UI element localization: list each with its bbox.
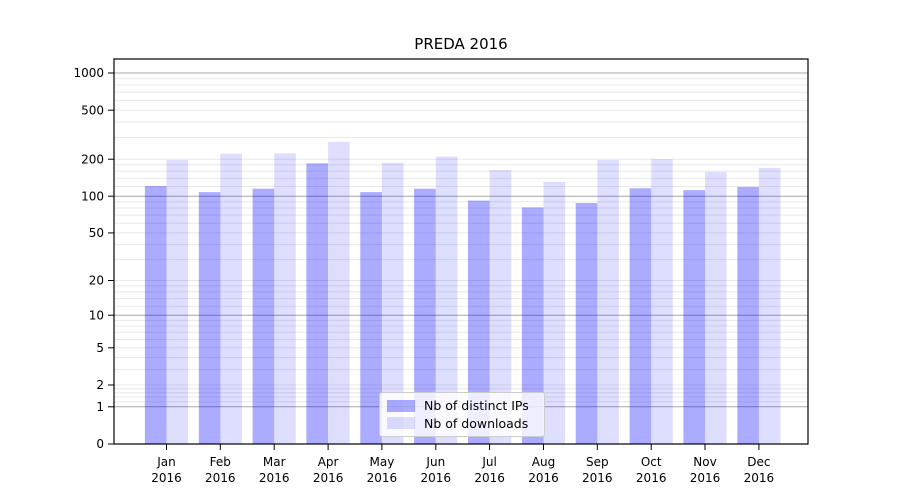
y-tick-label: 10 (89, 308, 104, 322)
plot-border (113, 58, 809, 445)
x-tick-label-year: 2016 (690, 471, 721, 485)
y-tick-label: 200 (81, 152, 104, 166)
y-tick-label: 1000 (73, 66, 104, 80)
bar-distinct-ips-apr (306, 163, 328, 444)
bar-downloads-oct (651, 159, 673, 444)
bar-downloads-sep (597, 160, 619, 444)
x-tick-label-year: 2016 (151, 471, 182, 485)
legend-row-distinct-ips: Nb of distinct IPs (387, 398, 538, 413)
bar-distinct-ips-jun (414, 188, 436, 444)
x-tick-label-year: 2016 (421, 471, 452, 485)
x-tick-label-year: 2016 (313, 471, 344, 485)
x-tick-label-month: Aug (532, 455, 555, 469)
bar-distinct-ips-jan (144, 186, 167, 444)
bar-downloads-aug (543, 181, 566, 445)
x-tick-label-month: Jun (425, 455, 445, 469)
y-tick-label: 1 (96, 400, 104, 414)
bar-downloads-apr (328, 141, 350, 445)
x-tick-label-year: 2016 (636, 471, 667, 485)
x-tick-label-month: Nov (693, 455, 716, 469)
bar-downloads-feb (220, 153, 242, 444)
x-tick-label-year: 2016 (367, 471, 398, 485)
chart-title: PREDA 2016 (414, 35, 508, 53)
bar-distinct-ips-dec (737, 186, 759, 444)
legend-row-downloads: Nb of downloads (387, 416, 538, 431)
x-tick-label-month: Feb (210, 455, 231, 469)
bar-distinct-ips-jul (468, 200, 490, 444)
x-tick-label-month: Mar (263, 455, 286, 469)
bar-downloads-jan (166, 160, 189, 444)
bar-distinct-ips-feb (198, 192, 221, 444)
y-tick-label: 0 (96, 437, 104, 451)
bar-downloads-may (381, 162, 404, 445)
bar-distinct-ips-sep (575, 203, 598, 444)
legend-label-distinct-ips: Nb of distinct IPs (424, 398, 529, 414)
y-tick-label: 2 (96, 378, 104, 392)
bar-downloads-dec (758, 167, 781, 444)
bar-distinct-ips-oct (629, 188, 652, 444)
bar-distinct-ips-aug (521, 207, 544, 444)
y-tick-label: 5 (96, 341, 104, 355)
bar-downloads-mar (274, 153, 296, 444)
x-tick-label-month: Jul (481, 455, 496, 469)
x-tick-label-month: Apr (318, 455, 339, 469)
x-tick-label-year: 2016 (474, 471, 505, 485)
bar-distinct-ips-may (360, 192, 382, 444)
legend-swatch-distinct-ips-icon (387, 399, 415, 412)
y-tick-label: 50 (89, 226, 104, 240)
legend-swatch-downloads-icon (387, 417, 415, 430)
legend-label-downloads: Nb of downloads (424, 415, 529, 431)
y-tick-label: 100 (81, 189, 104, 203)
x-tick-label-month: May (369, 455, 394, 469)
bar-distinct-ips-nov (683, 190, 705, 444)
chart-legend: Nb of distinct IPs Nb of downloads (379, 392, 545, 437)
x-tick-label-year: 2016 (582, 471, 613, 485)
x-tick-label-month: Jan (156, 455, 176, 469)
bar-downloads-jun (435, 156, 458, 444)
x-tick-label-year: 2016 (259, 471, 290, 485)
bar-downloads-jul (489, 170, 512, 444)
x-tick-label-year: 2016 (205, 471, 236, 485)
bar-downloads-nov (705, 171, 727, 445)
x-tick-label-month: Sep (586, 455, 609, 469)
y-tick-label: 500 (81, 103, 104, 117)
x-tick-label-year: 2016 (744, 471, 775, 485)
x-tick-label-month: Oct (641, 455, 662, 469)
bar-distinct-ips-mar (252, 188, 275, 444)
y-tick-label: 20 (89, 274, 104, 288)
x-tick-label-year: 2016 (528, 471, 559, 485)
x-tick-label-month: Dec (747, 455, 770, 469)
